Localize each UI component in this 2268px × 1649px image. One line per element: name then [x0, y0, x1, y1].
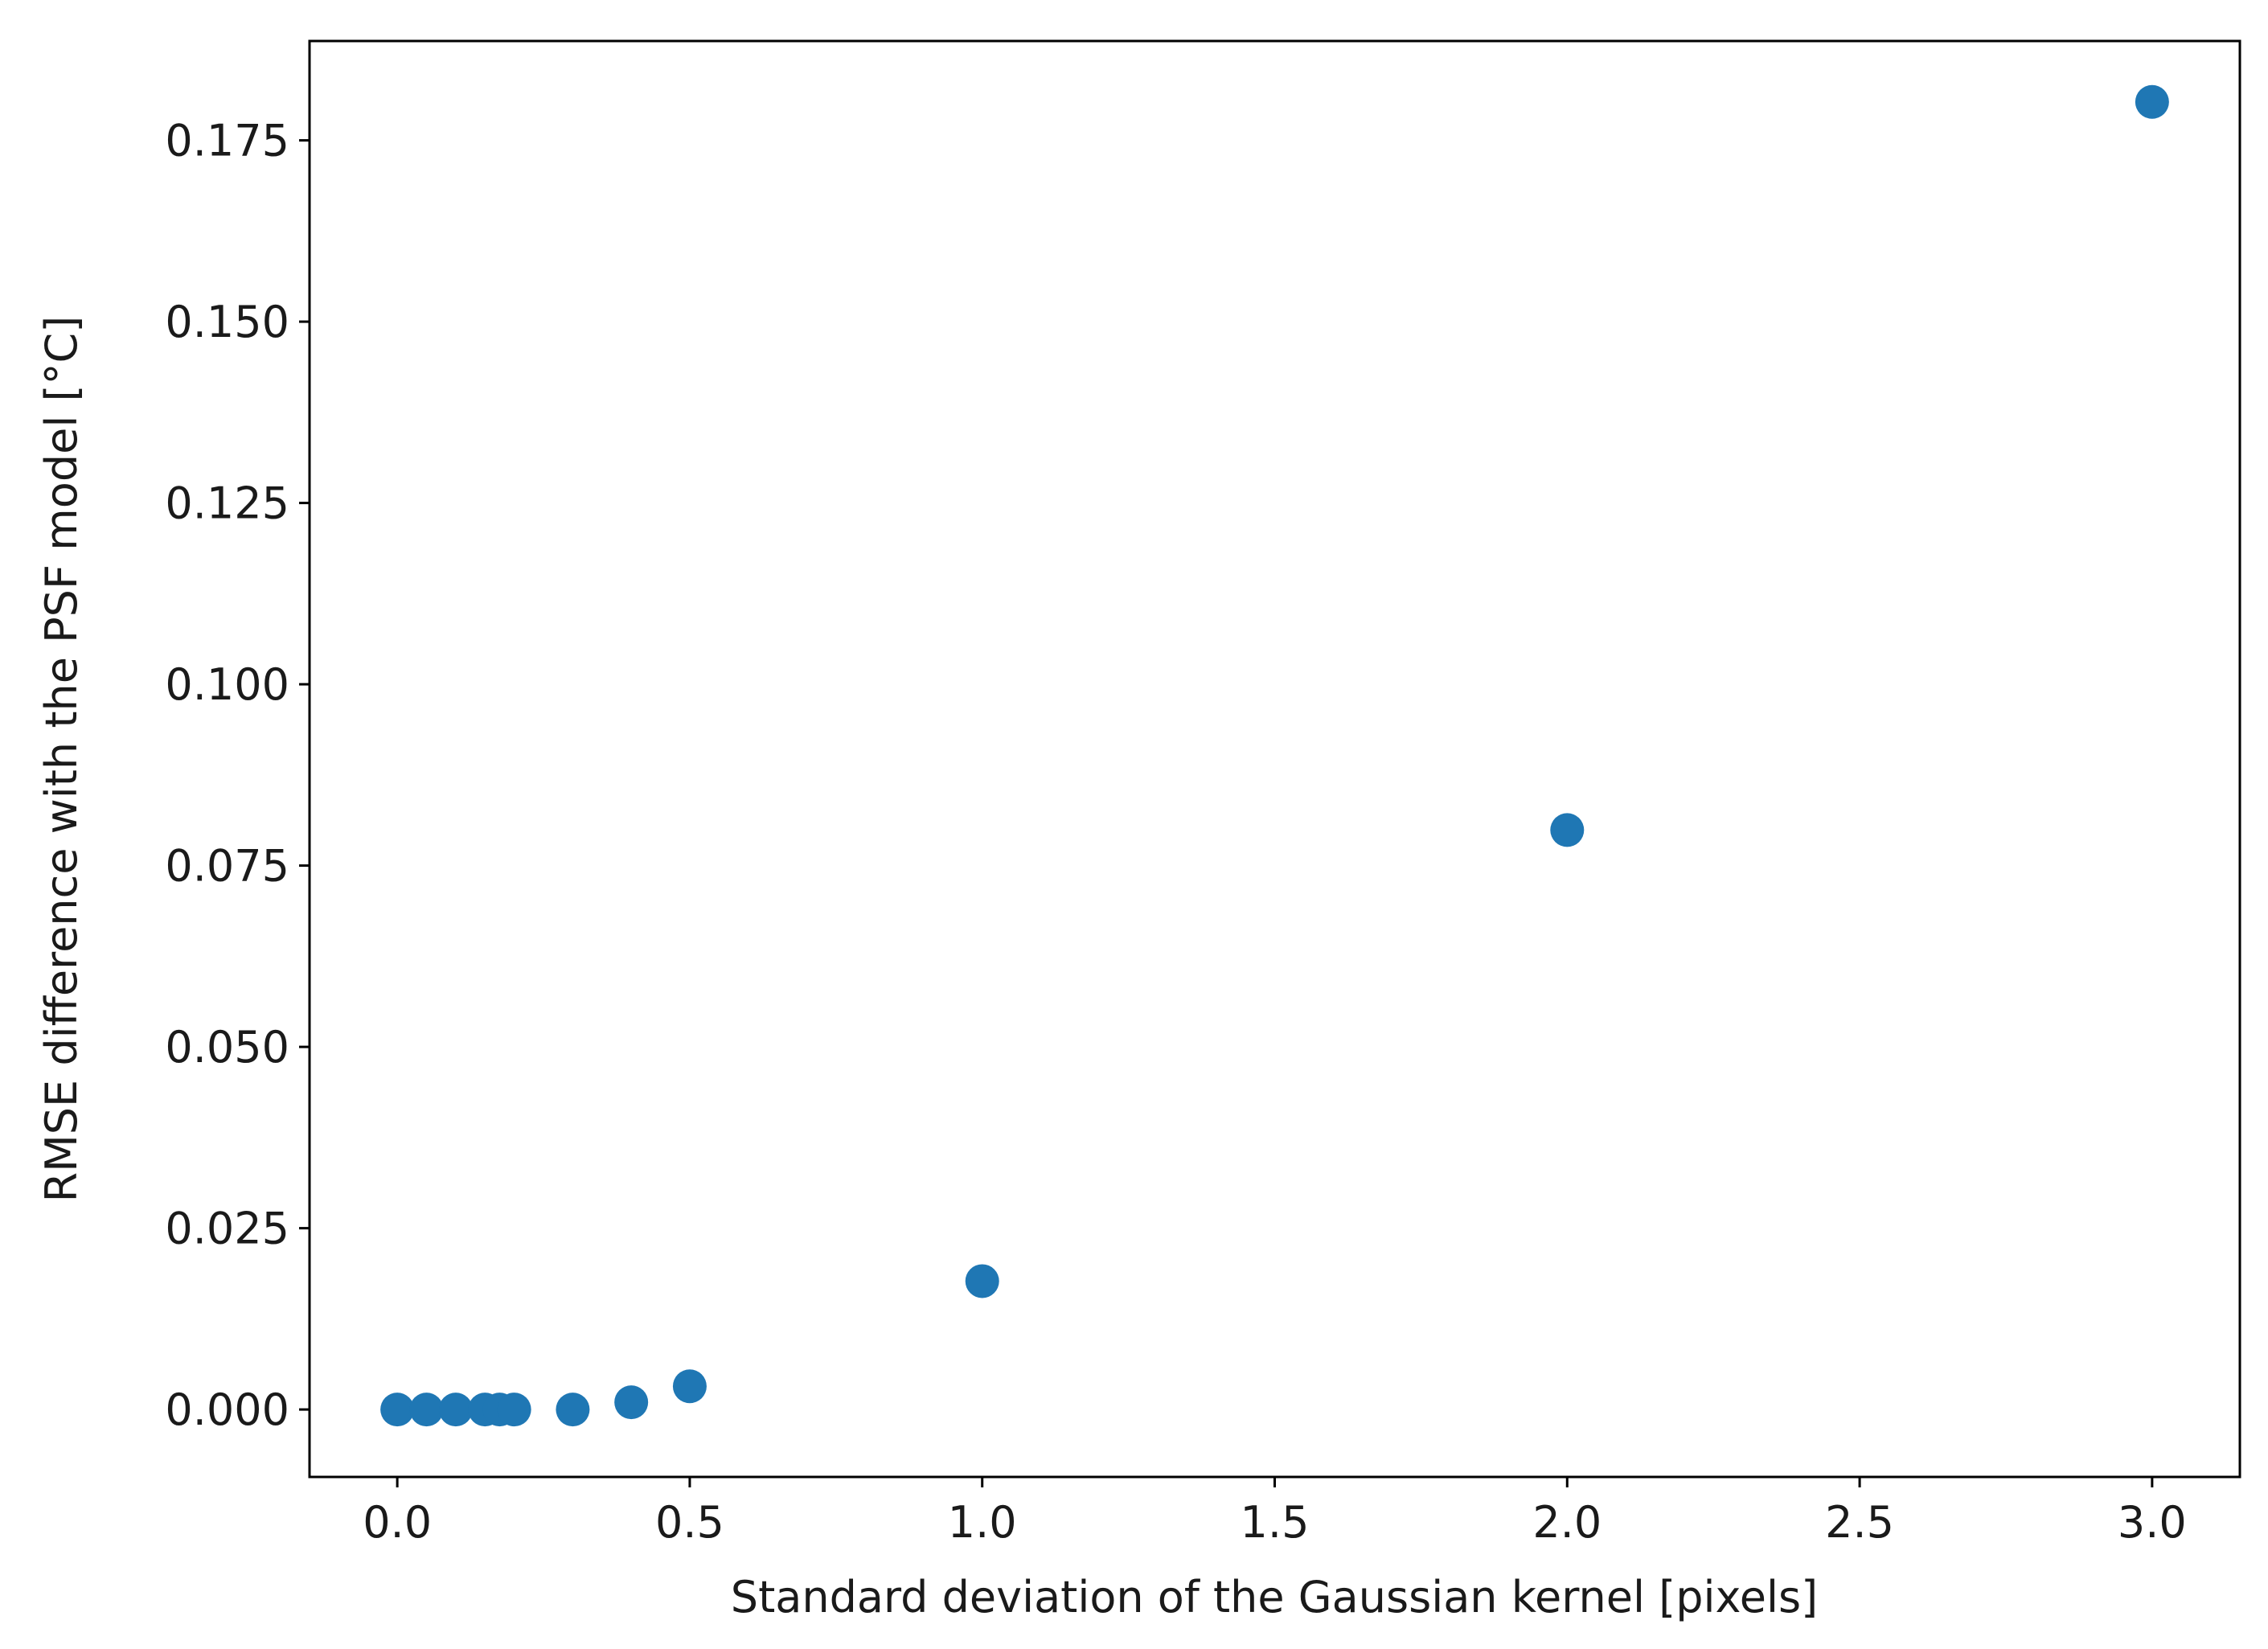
point — [2135, 84, 2169, 119]
point — [614, 1385, 649, 1420]
x-tick-label: 2.5 — [1825, 1497, 1894, 1548]
plot-frame — [308, 39, 2241, 1479]
y-tick-label: 0.025 — [165, 1204, 289, 1254]
x-tick-label: 0.5 — [655, 1497, 724, 1548]
y-tick-label: 0.175 — [165, 116, 289, 166]
point — [438, 1393, 473, 1427]
point — [965, 1264, 999, 1298]
y-axis-label: RMSE difference with the PSF model [°C] — [36, 316, 87, 1203]
y-tick-label: 0.125 — [165, 478, 289, 529]
point — [409, 1393, 444, 1427]
y-tick-label: 0.000 — [165, 1384, 289, 1435]
y-tick-label: 0.100 — [165, 659, 289, 710]
x-tick-label: 0.0 — [363, 1497, 432, 1548]
x-tick-label: 2.0 — [1532, 1497, 1602, 1548]
point — [672, 1369, 707, 1404]
y-tick-label: 0.150 — [165, 297, 289, 347]
y-tick-label: 0.075 — [165, 841, 289, 892]
x-tick-label: 1.5 — [1241, 1497, 1310, 1548]
point — [380, 1393, 415, 1427]
point — [497, 1393, 531, 1427]
x-tick-label: 3.0 — [2118, 1497, 2187, 1548]
x-tick-label: 1.0 — [948, 1497, 1017, 1548]
y-tick-label: 0.050 — [165, 1022, 289, 1073]
x-axis-label: Standard deviation of the Gaussian kerne… — [731, 1572, 1818, 1622]
point — [556, 1393, 590, 1427]
point — [1550, 813, 1585, 847]
